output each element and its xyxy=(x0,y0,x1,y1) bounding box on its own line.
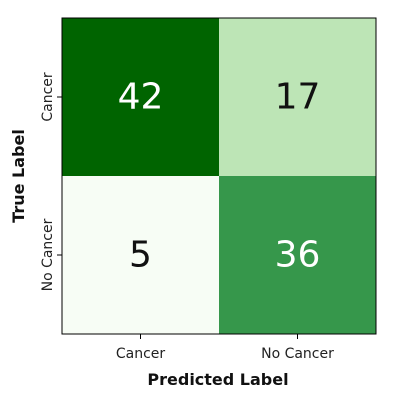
cell-cancer-cancer xyxy=(62,18,219,176)
plot-frame xyxy=(61,17,377,335)
cell-no-cancer-cancer xyxy=(62,176,219,334)
x-axis-ticks: Cancer No Cancer xyxy=(116,334,334,362)
y-tick-label-no-cancer: No Cancer xyxy=(40,218,56,291)
x-tick-label-cancer: Cancer xyxy=(116,346,166,362)
cell-no-cancer-no-cancer-label: 36 xyxy=(275,235,321,276)
y-tick-label-cancer: Cancer xyxy=(40,72,56,122)
heatmap-cells: 42 17 5 36 xyxy=(62,18,376,334)
cell-cancer-no-cancer xyxy=(219,18,376,176)
cell-cancer-no-cancer-label: 17 xyxy=(275,77,321,118)
cell-no-cancer-no-cancer xyxy=(219,176,376,334)
x-tick-label-no-cancer: No Cancer xyxy=(261,346,334,362)
y-axis-ticks: Cancer No Cancer xyxy=(40,72,62,291)
cell-no-cancer-cancer-label: 5 xyxy=(129,235,152,276)
y-axis-title: True Label xyxy=(9,129,28,223)
x-axis-title: Predicted Label xyxy=(147,370,288,389)
cell-cancer-cancer-label: 42 xyxy=(118,77,164,118)
